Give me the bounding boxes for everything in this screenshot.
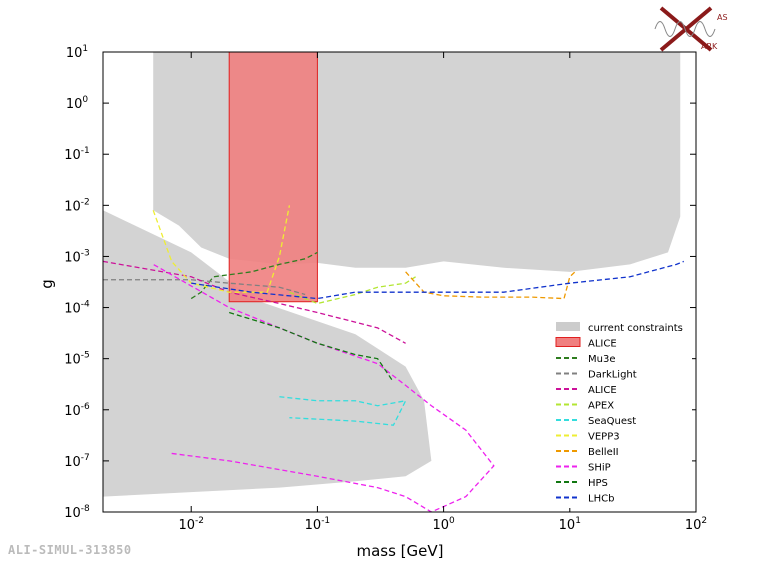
legend-label: ALICE	[588, 385, 617, 396]
logo-text-bottom: ARK	[701, 42, 718, 51]
logo: AS ARK	[654, 6, 728, 52]
y-tick-label: 10-8	[64, 504, 90, 521]
y-axis-label: g	[38, 279, 56, 289]
legend: current constraints ALICE Mu3e DarkLight ALI…	[552, 318, 692, 508]
watermark: ALI-SIMUL-313850	[8, 543, 132, 557]
x-tick-label: 10-1	[305, 516, 331, 533]
alice-band	[228, 52, 318, 303]
x-tick-label: 102	[685, 516, 707, 533]
y-tick-label: 100	[66, 95, 89, 112]
series-line-seaquest-4	[279, 396, 407, 426]
legend-swatch	[555, 337, 581, 347]
series-line-lhcb-9	[191, 260, 685, 300]
legend-background	[552, 318, 692, 508]
series-line-vepp3-5	[152, 205, 291, 293]
legend-label: APEX	[588, 401, 614, 412]
legend-label: SeaQuest	[588, 416, 636, 427]
x-axis-label: mass [GeV]	[356, 542, 443, 560]
x-tick-label: 101	[559, 516, 581, 533]
series-line-darklight-1	[103, 279, 306, 296]
legend-label: SHiP	[588, 463, 611, 474]
x-tick-label: 10-2	[178, 516, 204, 533]
y-tick-label: 10-2	[64, 197, 90, 214]
legend-label: current constraints	[588, 323, 683, 334]
y-tick-label: 10-5	[64, 351, 90, 368]
logo-text-top: AS	[717, 13, 728, 22]
legend-label: DarkLight	[588, 370, 637, 381]
data-layer	[103, 52, 685, 512]
y-tick-label: 10-7	[64, 453, 90, 470]
x-tick-label: 100	[432, 516, 455, 533]
legend-label: HPS	[588, 478, 608, 489]
y-tick-label: 10-1	[64, 146, 90, 163]
legend-label: LHCb	[588, 494, 614, 505]
legend-label: ALICE	[588, 339, 617, 350]
series-line-hps-8	[229, 311, 394, 383]
plot-frame	[102, 51, 697, 513]
series-line-apex-3	[289, 276, 416, 305]
series-line-alice-2	[103, 260, 406, 344]
y-tick-label: 101	[66, 44, 88, 61]
y-tick-label: 10-4	[64, 300, 90, 317]
legend-swatch	[556, 322, 580, 331]
series-line-mu3e-0	[190, 251, 318, 300]
series-line-belleii-6	[405, 271, 576, 300]
y-tick-label: 10-6	[64, 402, 90, 419]
y-tick-label: 10-3	[64, 248, 90, 265]
legend-label: VEPP3	[588, 432, 620, 443]
legend-label: BelleII	[588, 447, 619, 458]
legend-label: Mu3e	[588, 354, 615, 365]
axis-ticks: 10-2 10-1 100 101 102 101 100 10-1 10-2 10-3 10-4 1…	[64, 44, 707, 533]
